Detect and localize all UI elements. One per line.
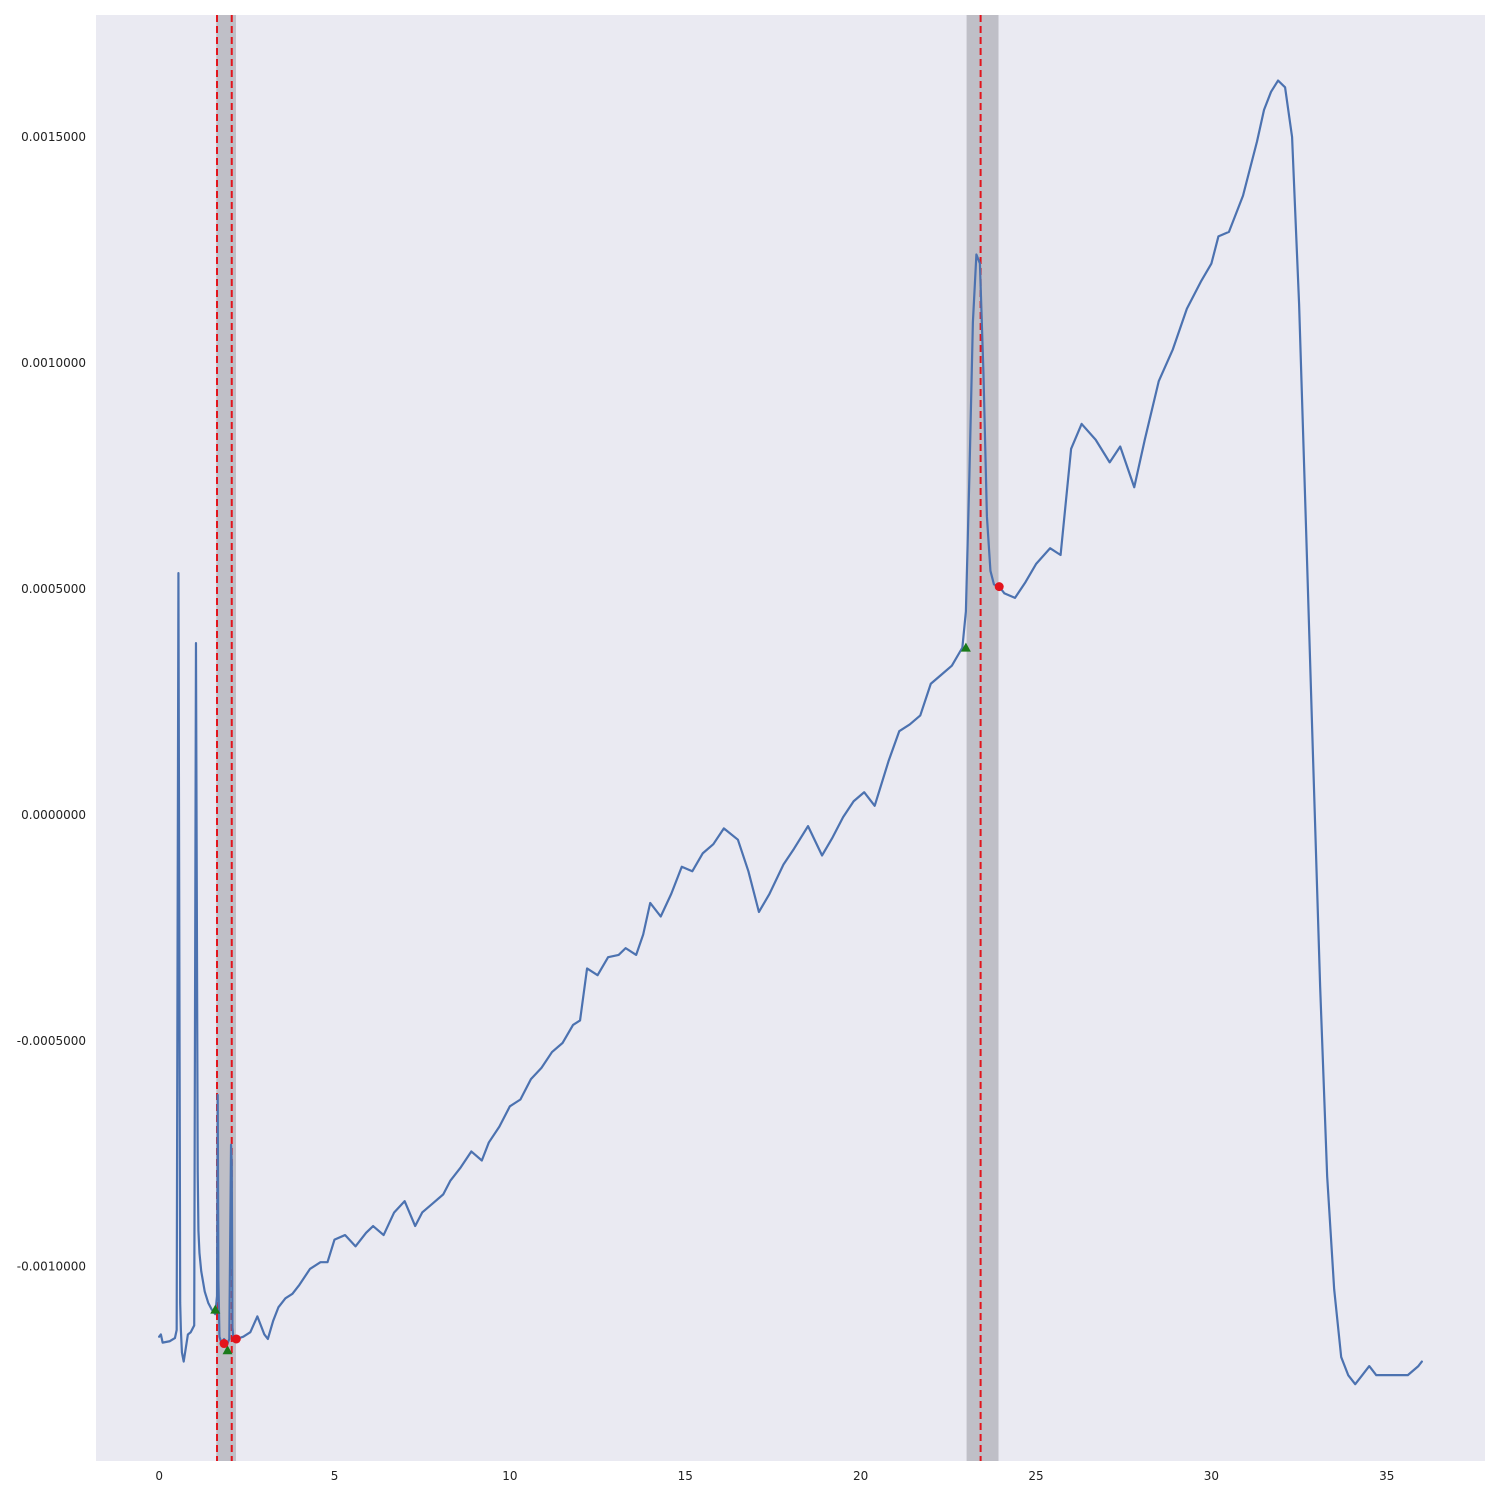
y-tick-label: 0.0000000 bbox=[21, 808, 86, 822]
end-marker bbox=[219, 1339, 229, 1349]
end-marker bbox=[231, 1334, 241, 1344]
shaded-regions bbox=[216, 15, 999, 1461]
series-line bbox=[158, 79, 1423, 1386]
start-marker bbox=[210, 1304, 221, 1314]
plot-area-background bbox=[96, 15, 1485, 1461]
y-tick-label: 0.0005000 bbox=[21, 582, 86, 596]
shaded-region bbox=[966, 15, 999, 1461]
series-layer bbox=[158, 79, 1423, 1386]
x-tick-label: 35 bbox=[1379, 1469, 1394, 1483]
end-marker bbox=[994, 582, 1004, 592]
x-tick-label: 10 bbox=[502, 1469, 517, 1483]
x-tick-label: 25 bbox=[1028, 1469, 1043, 1483]
y-tick-label: -0.0005000 bbox=[17, 1034, 86, 1048]
y-tick-label: 0.0015000 bbox=[21, 130, 86, 144]
y-axis-ticks: 0.0015000 0.0010000 0.0005000 0.0000000 -0.0… bbox=[17, 130, 86, 1274]
start-marker bbox=[222, 1345, 233, 1355]
y-tick-label: 0.0010000 bbox=[21, 356, 86, 370]
x-tick-label: 5 bbox=[331, 1469, 339, 1483]
x-tick-label: 0 bbox=[155, 1469, 163, 1483]
x-tick-label: 30 bbox=[1204, 1469, 1219, 1483]
markers-layer bbox=[210, 582, 1004, 1355]
x-tick-label: 15 bbox=[678, 1469, 693, 1483]
x-tick-label: 20 bbox=[853, 1469, 868, 1483]
x-axis-ticks: 0 5 10 15 20 25 30 35 bbox=[155, 1469, 1394, 1483]
y-tick-label: -0.0010000 bbox=[17, 1260, 86, 1274]
start-marker bbox=[960, 642, 971, 652]
